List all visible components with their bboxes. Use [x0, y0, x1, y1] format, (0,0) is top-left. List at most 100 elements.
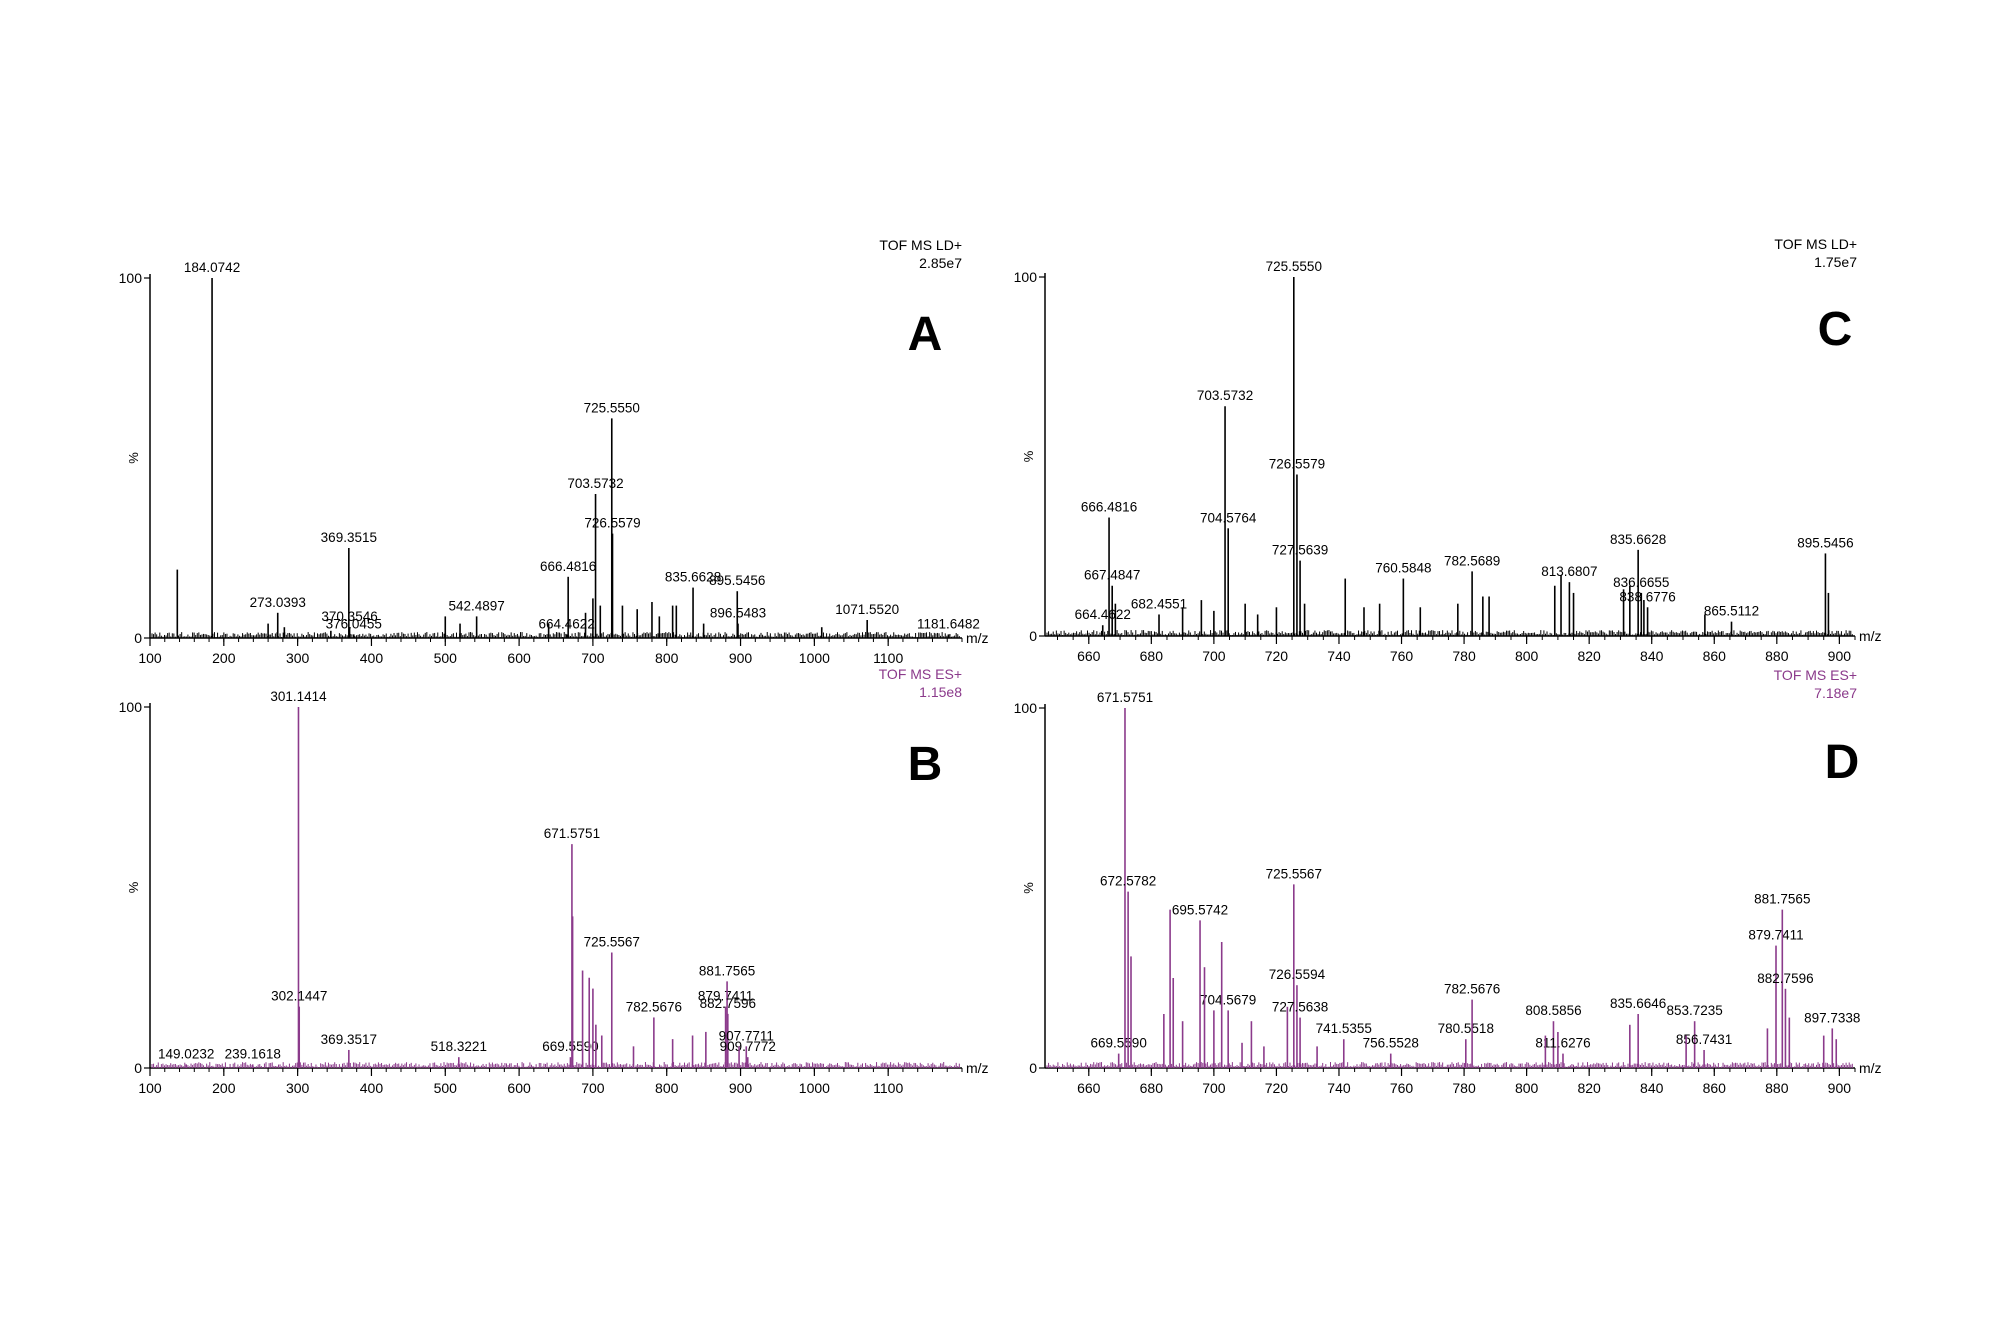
x-tick-label: 760 [1390, 1080, 1414, 1096]
x-tick-label: 660 [1077, 648, 1101, 664]
intensity-label: 1.75e7 [1814, 254, 1857, 270]
peak-label: 808.5856 [1525, 1003, 1581, 1018]
x-tick-label: 400 [360, 650, 384, 666]
peak-label: 726.5594 [1269, 967, 1326, 982]
baseline-noise [151, 1062, 960, 1068]
peak-label: 882.7596 [700, 996, 756, 1011]
x-tick-label: 100 [138, 1080, 162, 1096]
x-tick-label: 900 [1828, 648, 1852, 664]
peak-label: 302.1447 [271, 989, 327, 1004]
x-tick-label: 700 [1202, 1080, 1226, 1096]
peak-label: 896.5483 [710, 606, 766, 621]
x-tick-label: 900 [729, 650, 753, 666]
panel-letter: C [1818, 303, 1853, 356]
x-tick-label: 700 [581, 650, 605, 666]
panel-c: 660 680 700 720 740 760 780 800 820 840 860 880 900 0… [1014, 236, 1882, 664]
instrument-label: TOF MS LD+ [879, 237, 962, 253]
x-tick-label: 500 [434, 650, 458, 666]
peak-label: 376.0455 [326, 616, 382, 631]
x-tick-label: 880 [1765, 648, 1789, 664]
peak-label: 813.6807 [1541, 564, 1597, 579]
y-tick-label: 100 [1014, 269, 1038, 285]
intensity-label: 1.15e8 [919, 684, 962, 700]
y-tick-label: 0 [1029, 628, 1037, 644]
baseline-noise [151, 632, 960, 638]
peak-label: 907.7711 [719, 1028, 774, 1043]
peak-label: 881.7565 [699, 963, 755, 978]
peak-label: 727.5638 [1272, 1000, 1328, 1015]
peak-label: 882.7596 [1757, 971, 1813, 986]
peak-label: 895.5456 [709, 573, 765, 588]
peak-label: 895.5456 [1797, 535, 1853, 550]
peak-label: 856.7431 [1676, 1032, 1732, 1047]
peak-label: 853.7235 [1666, 1003, 1722, 1018]
x-tick-label: 1100 [873, 1080, 903, 1096]
intensity-label: 7.18e7 [1814, 685, 1857, 701]
peak-label: 1181.6482 [917, 616, 980, 631]
x-unit-label: m/z [966, 630, 989, 646]
x-tick-label: 1100 [873, 650, 903, 666]
peak-label: 184.0742 [184, 260, 240, 275]
peak-label: 664.4622 [1075, 607, 1131, 622]
peak-label: 666.4816 [1081, 500, 1137, 515]
x-tick-label: 600 [507, 1080, 531, 1096]
peak-label: 542.4897 [448, 598, 504, 613]
y-tick-label: 100 [1014, 700, 1038, 716]
peak-label: 725.5550 [1266, 259, 1322, 274]
x-tick-label: 740 [1327, 648, 1351, 664]
y-axis-label: % [126, 452, 141, 464]
peak-label: 741.5355 [1316, 1021, 1372, 1036]
x-tick-label: 800 [655, 650, 679, 666]
x-tick-label: 800 [1515, 648, 1539, 664]
peak-label: 782.5676 [1444, 982, 1500, 997]
y-axis-label: % [126, 881, 141, 893]
peak-label: 760.5848 [1375, 561, 1431, 576]
peak-label: 273.0393 [250, 595, 306, 610]
x-unit-label: m/z [1859, 628, 1882, 644]
peak-label: 865.5112 [1704, 604, 1759, 619]
peak-label: 369.3517 [321, 1032, 377, 1047]
x-tick-label: 300 [286, 1080, 310, 1096]
peak-label: 704.5679 [1200, 992, 1256, 1007]
peak-label: 518.3221 [431, 1039, 487, 1054]
y-tick-label: 0 [1029, 1060, 1037, 1076]
peak-label: 811.6276 [1535, 1036, 1590, 1051]
peak-label: 671.5751 [1097, 690, 1153, 705]
instrument-label: TOF MS ES+ [1774, 667, 1857, 683]
x-unit-label: m/z [1859, 1060, 1882, 1076]
peak-label: 909.7772 [720, 1039, 776, 1054]
peak-label: 669.5590 [1091, 1036, 1147, 1051]
x-tick-label: 700 [1202, 648, 1226, 664]
peak-label: 672.5782 [1100, 874, 1156, 889]
x-tick-label: 660 [1077, 1080, 1101, 1096]
peak-label: 695.5742 [1172, 902, 1228, 917]
x-tick-label: 900 [729, 1080, 753, 1096]
x-tick-label: 700 [581, 1080, 605, 1096]
x-tick-label: 600 [507, 650, 531, 666]
x-tick-label: 800 [655, 1080, 679, 1096]
peak-label: 669.5590 [542, 1039, 598, 1054]
panel-letter: B [908, 738, 943, 791]
x-tick-label: 780 [1452, 648, 1476, 664]
x-tick-label: 760 [1390, 648, 1414, 664]
peak-label: 881.7565 [1754, 892, 1810, 907]
x-tick-label: 880 [1765, 1080, 1789, 1096]
peak-label: 301.1414 [270, 689, 327, 704]
y-tick-label: 0 [134, 630, 142, 646]
peak-label: 726.5579 [584, 516, 640, 531]
x-tick-label: 720 [1265, 648, 1289, 664]
x-tick-label: 860 [1703, 648, 1727, 664]
x-tick-label: 200 [212, 1080, 236, 1096]
peak-label: 756.5528 [1363, 1036, 1419, 1051]
peak-label: 664.4622 [539, 616, 595, 631]
panel-d: 660 680 700 720 740 760 780 800 820 840 860 880 900 0… [1014, 667, 1882, 1096]
peak-label: 682.4551 [1131, 596, 1187, 611]
x-tick-label: 1000 [799, 1080, 830, 1096]
x-tick-label: 1000 [799, 650, 830, 666]
x-tick-label: 300 [286, 650, 310, 666]
peak-label: 704.5764 [1200, 510, 1257, 525]
peak-label: 370.3546 [321, 609, 377, 624]
intensity-label: 2.85e7 [919, 255, 962, 271]
peak-label: 782.5676 [626, 999, 682, 1014]
peak-label: 838.6776 [1619, 589, 1675, 604]
